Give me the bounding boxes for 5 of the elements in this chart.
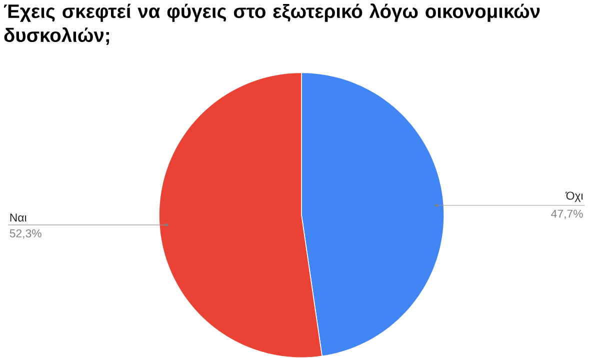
slice-label: Ναι: [10, 214, 26, 222]
data-label: 47,7%: [551, 210, 583, 220]
chart-title: Έχεις σκεφτεί να φύγεις στο εξωτερικό λόγω οικονομικών δυσκολιών;: [4, 3, 540, 45]
data-label: 52,3%: [10, 229, 42, 239]
slice-label: Όχι: [565, 192, 583, 202]
